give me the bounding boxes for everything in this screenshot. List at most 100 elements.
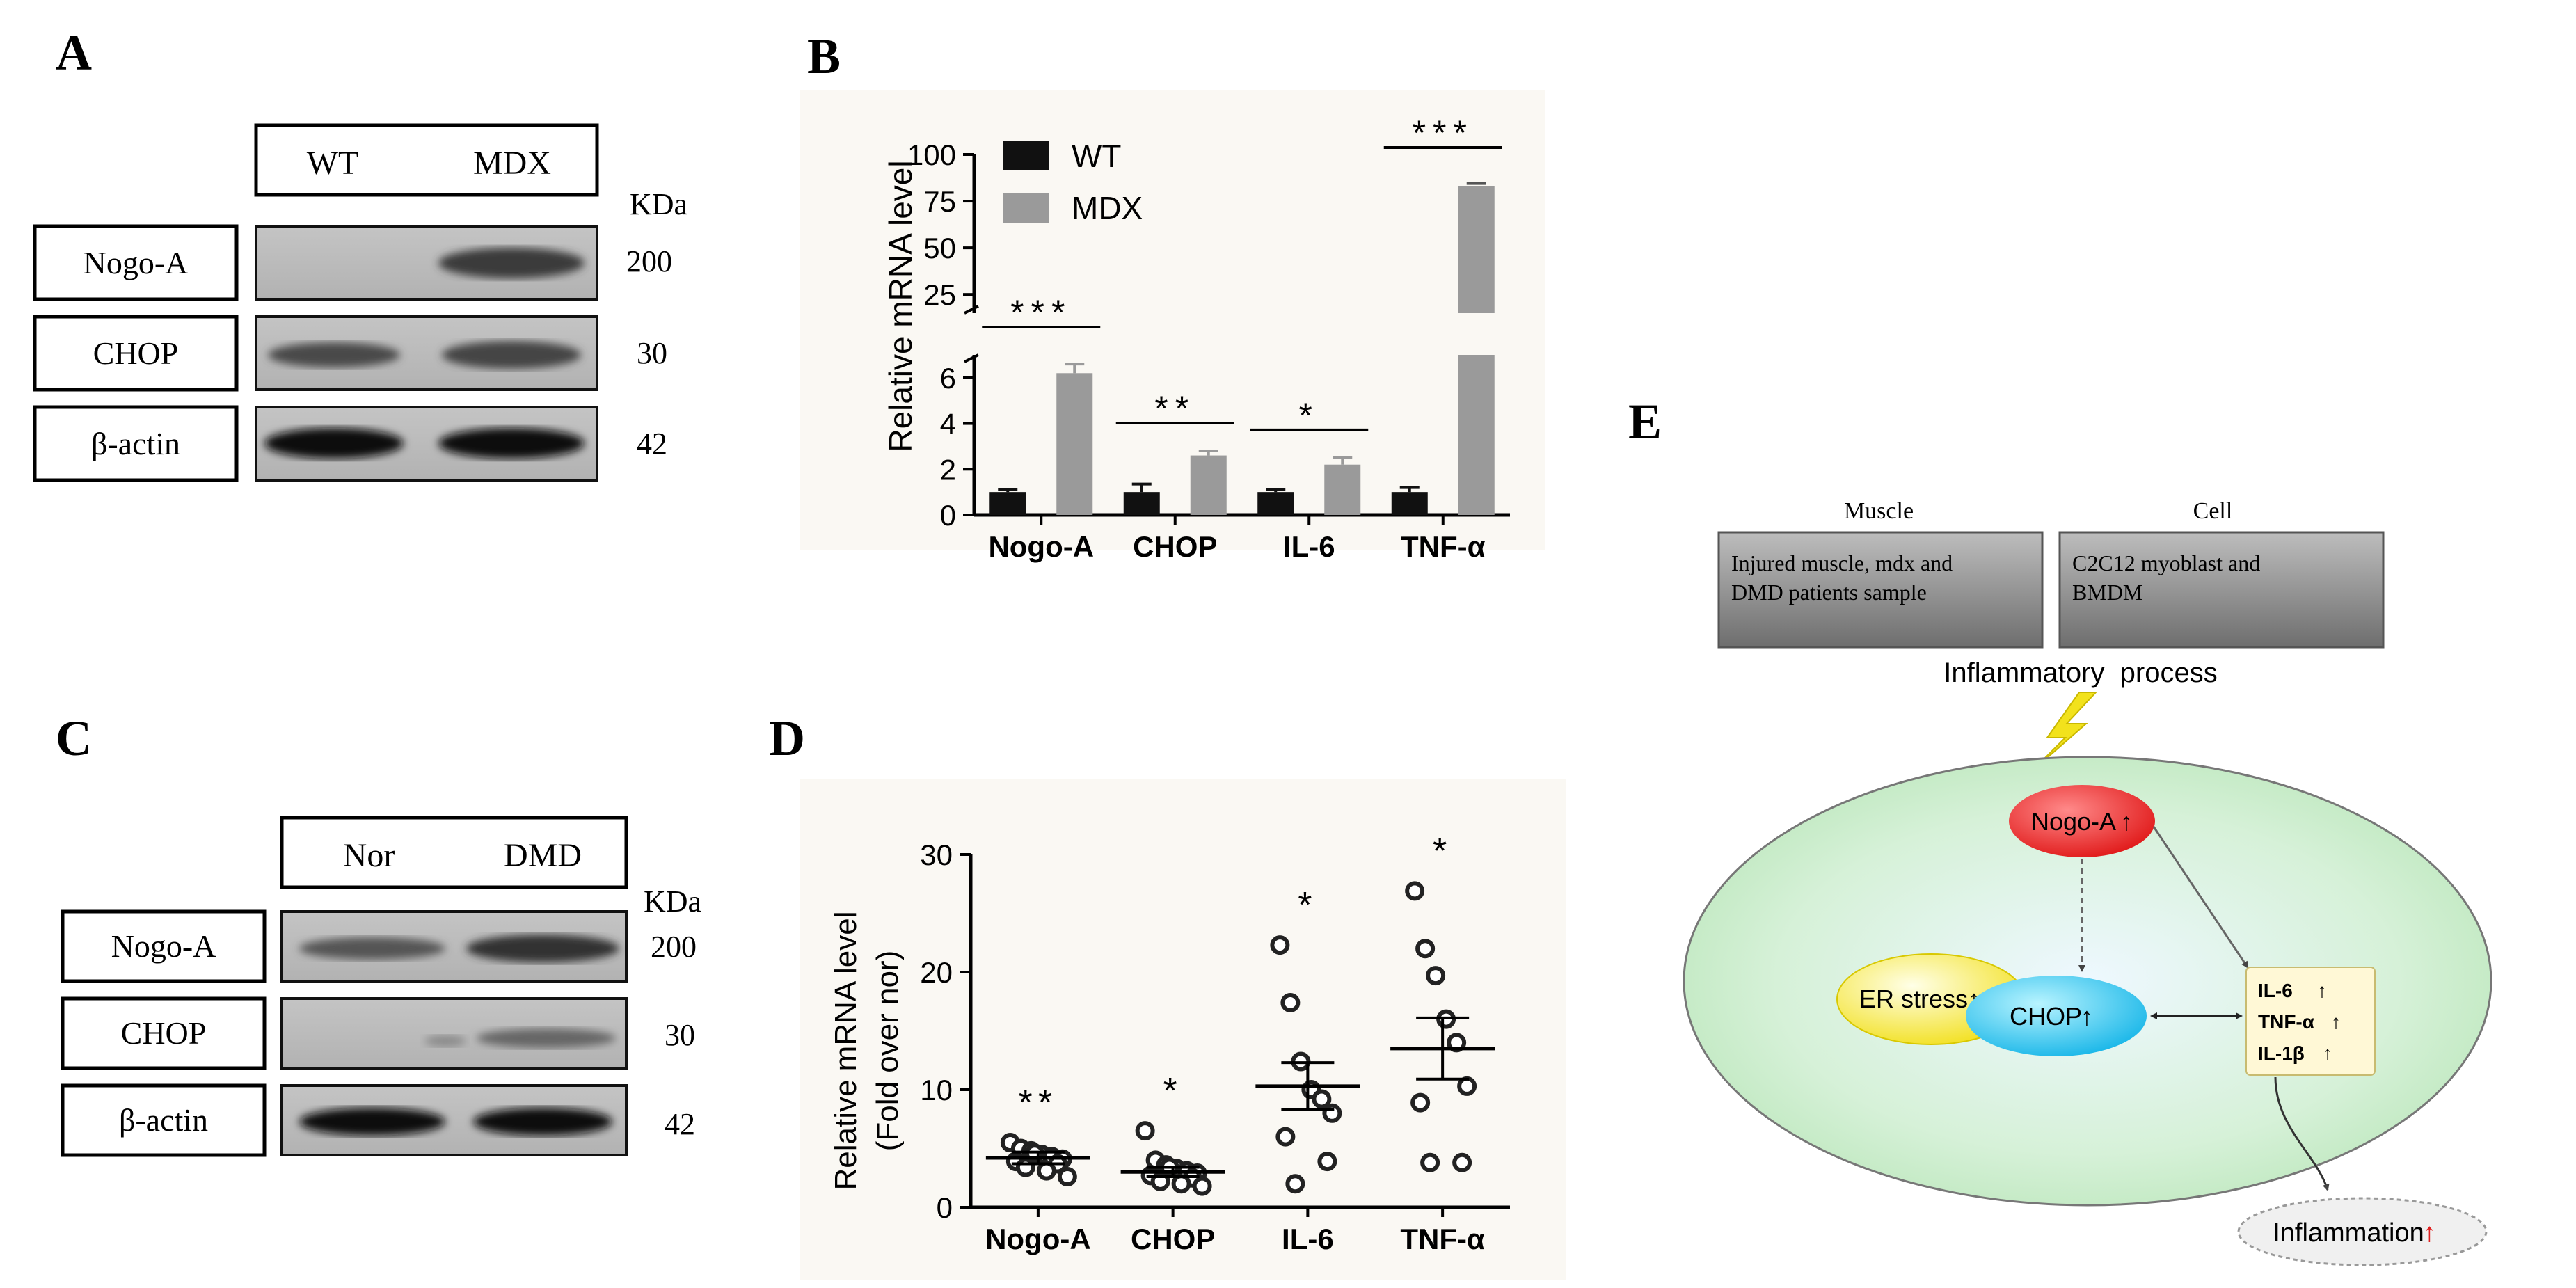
nogo-node-label: Nogo-A — [2031, 807, 2116, 836]
muscle-box — [1717, 531, 2044, 649]
x-tick-label: Nogo-A — [988, 530, 1094, 563]
arrow-to-inflammation — [2274, 1076, 2330, 1191]
band-label-nogo-a-c: Nogo-A — [111, 928, 216, 964]
lane-label-wt: WT — [307, 145, 359, 182]
cytokine-il1b: IL-1β — [2258, 1042, 2305, 1064]
data-point — [1317, 1152, 1337, 1172]
y-tick-label: 50 — [923, 232, 956, 264]
kda-unit-label: KDa — [630, 187, 687, 221]
panel-label-c: C — [56, 710, 92, 766]
legend-label-wt: WT — [1072, 138, 1122, 174]
y-tick-label: 0 — [940, 499, 956, 532]
y-tick-label: 2 — [940, 453, 956, 486]
data-point — [1452, 1152, 1472, 1172]
er-stress-label: ER stress — [1859, 985, 1968, 1013]
mw-chop-c: 30 — [665, 1018, 695, 1052]
muscle-header: Muscle — [1844, 498, 1914, 524]
data-point — [1410, 1092, 1431, 1113]
panel-a-blot: WT MDX KDa Nogo-A 200 CHOP 30 β-actin 42 — [33, 123, 687, 482]
data-point — [1447, 1033, 1467, 1053]
data-point — [1405, 881, 1425, 901]
band-label-box-chop — [33, 315, 239, 392]
kda-unit-label-c: KDa — [644, 884, 701, 919]
il6-up-arrow: ↑ — [2317, 980, 2327, 1001]
cytokine-il6: IL-6 — [2258, 980, 2293, 1001]
chart-b-background — [800, 90, 1545, 550]
band-nogo-nor — [299, 937, 445, 960]
significance-marker: * — [1298, 885, 1317, 925]
chop-node — [1966, 976, 2147, 1056]
x-tick-label: TNF-α — [1400, 1223, 1485, 1255]
bar-wt — [1257, 492, 1294, 515]
panel-label-a: A — [56, 25, 92, 81]
lane-header-box — [254, 123, 599, 197]
bar-mdx-upper — [1458, 186, 1495, 313]
bar-mdx-lower — [1458, 355, 1495, 515]
bar-mdx — [1324, 464, 1361, 515]
y-tick-label: 30 — [920, 838, 953, 871]
inflammation-label: Inflammation — [2273, 1218, 2424, 1248]
inflammation-up-arrow: ↑ — [2423, 1218, 2436, 1248]
band-label-box-chop-c — [61, 996, 267, 1070]
legend-swatch-mdx — [1003, 193, 1049, 223]
legend-label-mdx: MDX — [1072, 190, 1143, 226]
cytokine-tnf: TNF-α — [2258, 1011, 2314, 1033]
inflammation-node — [2237, 1197, 2488, 1266]
band-actin-nor — [299, 1108, 445, 1136]
band-chop-dmd — [477, 1028, 616, 1048]
panel-c-blot: Nor DMD KDa Nogo-A 200 CHOP 30 β-actin 4… — [61, 816, 701, 1157]
significance-marker: *** — [1413, 113, 1474, 152]
data-point — [1285, 1174, 1305, 1194]
data-point — [1192, 1176, 1212, 1196]
y-tick-label: 75 — [923, 185, 956, 218]
band-actin-wt — [264, 428, 404, 459]
data-point — [1322, 1103, 1342, 1123]
band-nogo-mdx — [438, 248, 585, 278]
x-tick-label: CHOP — [1133, 530, 1217, 563]
tnf-up-arrow: ↑ — [2331, 1011, 2341, 1033]
band-actin-mdx — [438, 428, 585, 459]
band-label-box-actin — [33, 405, 239, 482]
panel-e-diagram: Muscle Injured muscle, mdx and DMD patie… — [1683, 498, 2492, 1266]
x-tick-label: TNF-α — [1401, 530, 1486, 563]
band-label-nogo-a: Nogo-A — [84, 245, 189, 280]
band-chop-wt — [268, 342, 400, 367]
panel-label-d: D — [769, 710, 805, 766]
data-point — [1312, 1089, 1332, 1109]
band-label-box-nogo — [33, 224, 239, 301]
y-tick-label: 6 — [940, 362, 956, 395]
chart-b: Relative mRNA level WT MDX 0 2 4 6 25 50 75 100… — [882, 113, 1510, 563]
y-tick-label: 0 — [937, 1191, 953, 1224]
chart-b-ylabel: Relative mRNA level — [882, 160, 919, 452]
significance-marker: *** — [1010, 293, 1072, 332]
lane-label-nor: Nor — [343, 837, 395, 874]
data-point — [1280, 992, 1301, 1012]
lane-header-box-c — [280, 816, 628, 889]
data-point — [1420, 1152, 1440, 1172]
bar-wt — [1391, 492, 1428, 515]
band-label-chop-c: CHOP — [121, 1015, 207, 1051]
band-label-box-nogo-c — [61, 909, 267, 983]
inflammatory-process-label: Inflammatory process — [1943, 658, 2217, 688]
x-tick-label: IL-6 — [1282, 1223, 1334, 1255]
il1b-up-arrow: ↑ — [2323, 1042, 2332, 1064]
muscle-text-1: Injured muscle, mdx and — [1731, 550, 1953, 575]
lane-label-dmd: DMD — [504, 837, 582, 874]
panel-label-e: E — [1628, 394, 1662, 450]
data-point — [1275, 1127, 1296, 1147]
lightning-icon — [2030, 692, 2098, 773]
chart-d-ylabel-2: (Fold over nor) — [870, 951, 905, 1152]
axis-break-mark — [964, 353, 979, 363]
cytokine-box — [2245, 967, 2376, 1076]
band-chop-faint — [424, 1035, 466, 1047]
chop-up-arrow: ↑ — [2081, 1002, 2093, 1031]
mw-beta-actin-c: 42 — [665, 1107, 695, 1141]
band-actin-dmd — [473, 1108, 612, 1136]
bar-mdx — [1190, 455, 1227, 515]
bar-mdx — [1056, 373, 1093, 515]
axis-break-mark — [964, 305, 979, 315]
x-tick-label: IL-6 — [1283, 530, 1335, 563]
cell-box — [2058, 531, 2385, 649]
mw-nogo-a: 200 — [626, 244, 672, 278]
y-tick-label: 20 — [920, 956, 953, 989]
